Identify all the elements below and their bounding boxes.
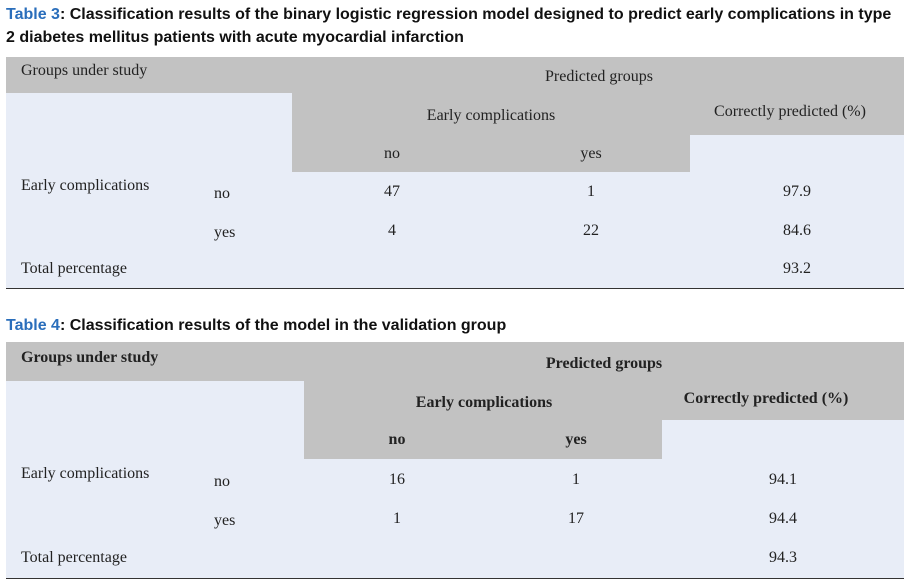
cell-no: 4	[388, 222, 396, 239]
bottom-rule	[6, 578, 904, 579]
cell-pct: 93.2	[783, 260, 811, 277]
cell-yes: 1	[587, 183, 595, 200]
header-predicted: Predicted groups	[545, 68, 653, 85]
cell-pct: 94.4	[769, 510, 797, 527]
cell-yes: 22	[583, 222, 599, 239]
row-group: Early complications	[21, 464, 150, 482]
cell-bg	[6, 342, 904, 381]
cell-no: 1	[393, 510, 401, 527]
row-sub: yes	[214, 512, 236, 529]
table-caption: Table 4: Classification results of the m…	[6, 314, 904, 337]
cell-no: 16	[389, 470, 405, 488]
header-groups: Groups under study	[21, 62, 148, 79]
header-correct: Correctly predicted (%)	[714, 103, 866, 120]
header-correct: Correctly predicted (%)	[683, 389, 849, 407]
cell-bg	[6, 57, 904, 93]
row-sub: no	[214, 185, 230, 202]
cell-pct: 94.3	[769, 549, 797, 566]
cell-bg	[304, 420, 662, 459]
cell-pct: 94.1	[769, 470, 797, 488]
header-yes: yes	[565, 430, 587, 448]
row-group: Total percentage	[21, 260, 127, 277]
row-group: Early complications	[21, 177, 150, 194]
header-early: Early complications	[415, 393, 553, 411]
table-label: Table 3	[6, 6, 60, 23]
cell-bg	[304, 381, 904, 420]
cell-yes: 17	[568, 510, 584, 527]
header-no: no	[384, 144, 400, 162]
table-caption: Table 3: Classification results of the b…	[6, 3, 904, 49]
header-predicted: Predicted groups	[545, 354, 663, 372]
cell-pct: 84.6	[783, 222, 811, 239]
table-label: Table 4	[6, 317, 60, 334]
caption-text: : Classification results of the model in…	[59, 317, 507, 334]
cell-bg	[292, 135, 690, 172]
row-group: Total percentage	[21, 549, 127, 566]
header-early: Early complications	[426, 107, 556, 124]
header-groups: Groups under study	[21, 348, 159, 366]
cell-bg	[292, 93, 904, 135]
row-sub: no	[214, 472, 230, 490]
cell-no: 47	[384, 183, 400, 200]
caption-text: : Classification results of the binary l…	[6, 6, 892, 46]
row-sub: yes	[214, 224, 236, 241]
bottom-rule	[6, 288, 904, 289]
cell-pct: 97.9	[783, 183, 811, 200]
header-yes: yes	[580, 144, 602, 162]
cell-yes: 1	[572, 470, 580, 488]
header-no: no	[388, 430, 406, 448]
